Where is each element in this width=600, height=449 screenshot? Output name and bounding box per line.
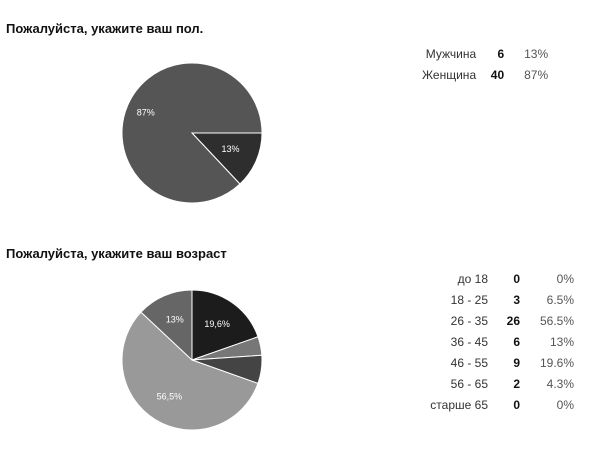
gender-legend-percent: 13% (524, 47, 549, 61)
gender-legend: Мужчина 6 13% Женщина 40 87% (422, 44, 548, 86)
age-legend-percent: 0% (556, 398, 574, 412)
age-legend-percent: 6.5% (546, 293, 574, 307)
gender-chart-title: Пожалуйста, укажите ваш пол. (6, 21, 204, 36)
age-legend-row: 18 - 25 3 6.5% (418, 290, 574, 311)
age-legend-category: 26 - 35 (450, 314, 488, 328)
age-legend-percent: 19.6% (539, 356, 574, 370)
age-legend-row: до 18 0 0% (418, 269, 574, 290)
gender-slice-1 (121, 62, 263, 204)
age-legend-row: 46 - 55 9 19.6% (418, 353, 574, 374)
age-legend-count: 26 (506, 314, 520, 328)
age-pie-chart: 19,6% 56,5% 13% (121, 289, 263, 431)
age-slice-label-2: 56,5% (157, 391, 183, 401)
gender-slice-label-0: 13% (222, 144, 240, 154)
age-legend-percent: 56.5% (539, 314, 574, 328)
gender-pie-chart: 13% 87% (121, 62, 263, 204)
age-legend-row: 36 - 45 6 13% (418, 332, 574, 353)
age-legend-category: 56 - 65 (450, 377, 488, 391)
age-legend-row: 26 - 35 26 56.5% (418, 311, 574, 332)
age-legend-row: старше 65 0 0% (418, 395, 574, 416)
age-legend-category: старше 65 (430, 398, 488, 412)
age-slice-3 (140, 289, 193, 362)
age-legend-category: до 18 (457, 272, 488, 286)
age-legend-count: 6 (513, 335, 520, 349)
gender-slice-label-1: 87% (137, 107, 155, 117)
age-legend-row: 56 - 65 2 4.3% (418, 374, 574, 395)
age-legend-category: 46 - 55 (450, 356, 488, 370)
age-legend-percent: 13% (549, 335, 574, 349)
gender-legend-row: Женщина 40 87% (422, 65, 548, 86)
age-legend-count: 2 (513, 377, 520, 391)
age-slice-label-4: 19,6% (204, 319, 230, 329)
age-legend: до 18 0 0% 18 - 25 3 6.5% 26 - 35 26 56.5% 36 - 4… (418, 269, 574, 416)
age-slice-label-3: 13% (166, 315, 184, 325)
gender-legend-percent: 87% (524, 68, 549, 82)
age-legend-count: 9 (513, 356, 520, 370)
age-legend-count: 0 (513, 398, 520, 412)
age-legend-count: 3 (513, 293, 520, 307)
age-legend-category: 18 - 25 (450, 293, 488, 307)
age-chart-title: Пожалуйста, укажите ваш возраст (6, 246, 227, 261)
gender-legend-category: Мужчина (425, 47, 477, 61)
gender-legend-count: 6 (497, 47, 505, 61)
gender-legend-count: 40 (490, 68, 505, 82)
age-legend-count: 0 (513, 272, 520, 286)
age-legend-percent: 4.3% (546, 377, 574, 391)
age-legend-percent: 0% (556, 272, 574, 286)
age-legend-category: 36 - 45 (450, 335, 488, 349)
gender-legend-row: Мужчина 6 13% (422, 44, 548, 65)
age-slice-2 (121, 311, 259, 431)
gender-slice-0 (190, 132, 263, 185)
gender-legend-category: Женщина (422, 68, 477, 82)
